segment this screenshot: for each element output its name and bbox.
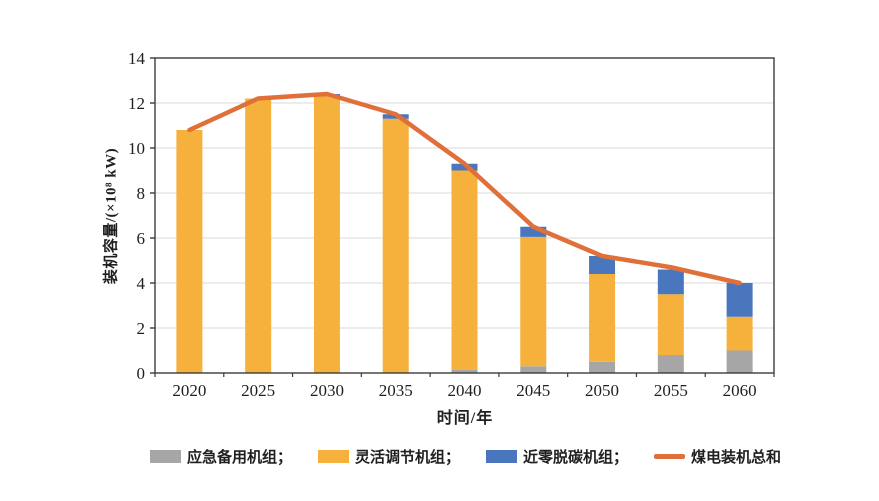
bar-segment bbox=[657, 355, 684, 373]
bar-segment bbox=[589, 274, 616, 362]
y-tick-label: 14 bbox=[128, 49, 146, 68]
x-axis-title: 时间/年 bbox=[436, 410, 494, 427]
x-tick-label: 2025 bbox=[241, 381, 275, 400]
y-tick-label: 2 bbox=[137, 319, 146, 338]
bar-segment bbox=[520, 226, 547, 237]
bar-segment bbox=[657, 294, 684, 355]
legend-color-swatch bbox=[318, 449, 350, 463]
bar-segment bbox=[382, 118, 409, 373]
bar-segment bbox=[451, 369, 478, 373]
y-axis-title: 装机容量/(×10⁸ kW) bbox=[103, 147, 120, 285]
bar-segment bbox=[589, 361, 616, 373]
bar-segment bbox=[726, 350, 753, 373]
bar-segment bbox=[520, 366, 547, 373]
plot-border bbox=[154, 57, 775, 374]
legend-item: 灵活调节机组； bbox=[318, 446, 460, 467]
x-tick-label: 2040 bbox=[448, 381, 482, 400]
x-tick-label: 2060 bbox=[723, 381, 757, 400]
total-line bbox=[187, 91, 742, 286]
bar-segment bbox=[726, 316, 753, 351]
legend-label: 灵活调节机组； bbox=[355, 449, 461, 466]
bar-segment bbox=[520, 236, 547, 367]
y-tick-label: 0 bbox=[137, 364, 146, 383]
x-tick-label: 2035 bbox=[379, 381, 413, 400]
bar-segment bbox=[589, 256, 616, 274]
legend-color-swatch bbox=[150, 449, 181, 463]
x-tick-label: 2045 bbox=[516, 381, 550, 400]
x-tick-label: 2030 bbox=[310, 381, 344, 400]
legend-line-swatch bbox=[654, 453, 686, 459]
bar-segment bbox=[176, 130, 203, 373]
x-tick-label: 2050 bbox=[585, 381, 619, 400]
legend-label: 近零脱碳机组； bbox=[523, 449, 629, 466]
bar-segment bbox=[313, 96, 340, 373]
legend-label: 煤电装机总和 bbox=[691, 449, 782, 466]
x-tick-label: 2020 bbox=[172, 381, 206, 400]
y-tick-label: 4 bbox=[137, 274, 146, 293]
bar-segment bbox=[726, 283, 753, 317]
bar-segment bbox=[657, 269, 684, 295]
legend-item: 近零脱碳机组； bbox=[486, 446, 628, 467]
x-tick-label: 2055 bbox=[654, 381, 688, 400]
bar-segment bbox=[451, 163, 478, 171]
y-tick-label: 10 bbox=[128, 139, 145, 158]
legend-item: 煤电装机总和 bbox=[654, 446, 781, 467]
y-tick-label: 12 bbox=[128, 94, 145, 113]
legend-item: 应急备用机组； bbox=[150, 446, 292, 467]
bar-segment bbox=[245, 98, 272, 373]
legend-label: 应急备用机组； bbox=[187, 449, 293, 466]
y-tick-label: 8 bbox=[137, 184, 146, 203]
legend-color-swatch bbox=[486, 449, 518, 463]
plot-area: 0 2 4 6 8 10 12 14 2020 2025 2030 2035 2040 2045 2050 2… bbox=[128, 49, 775, 400]
legend: 应急备用机组； 灵活调节机组； 近零脱碳机组； 煤电装机总和 bbox=[150, 445, 781, 467]
y-tick-label: 6 bbox=[137, 229, 146, 248]
bar-segment bbox=[451, 170, 478, 370]
